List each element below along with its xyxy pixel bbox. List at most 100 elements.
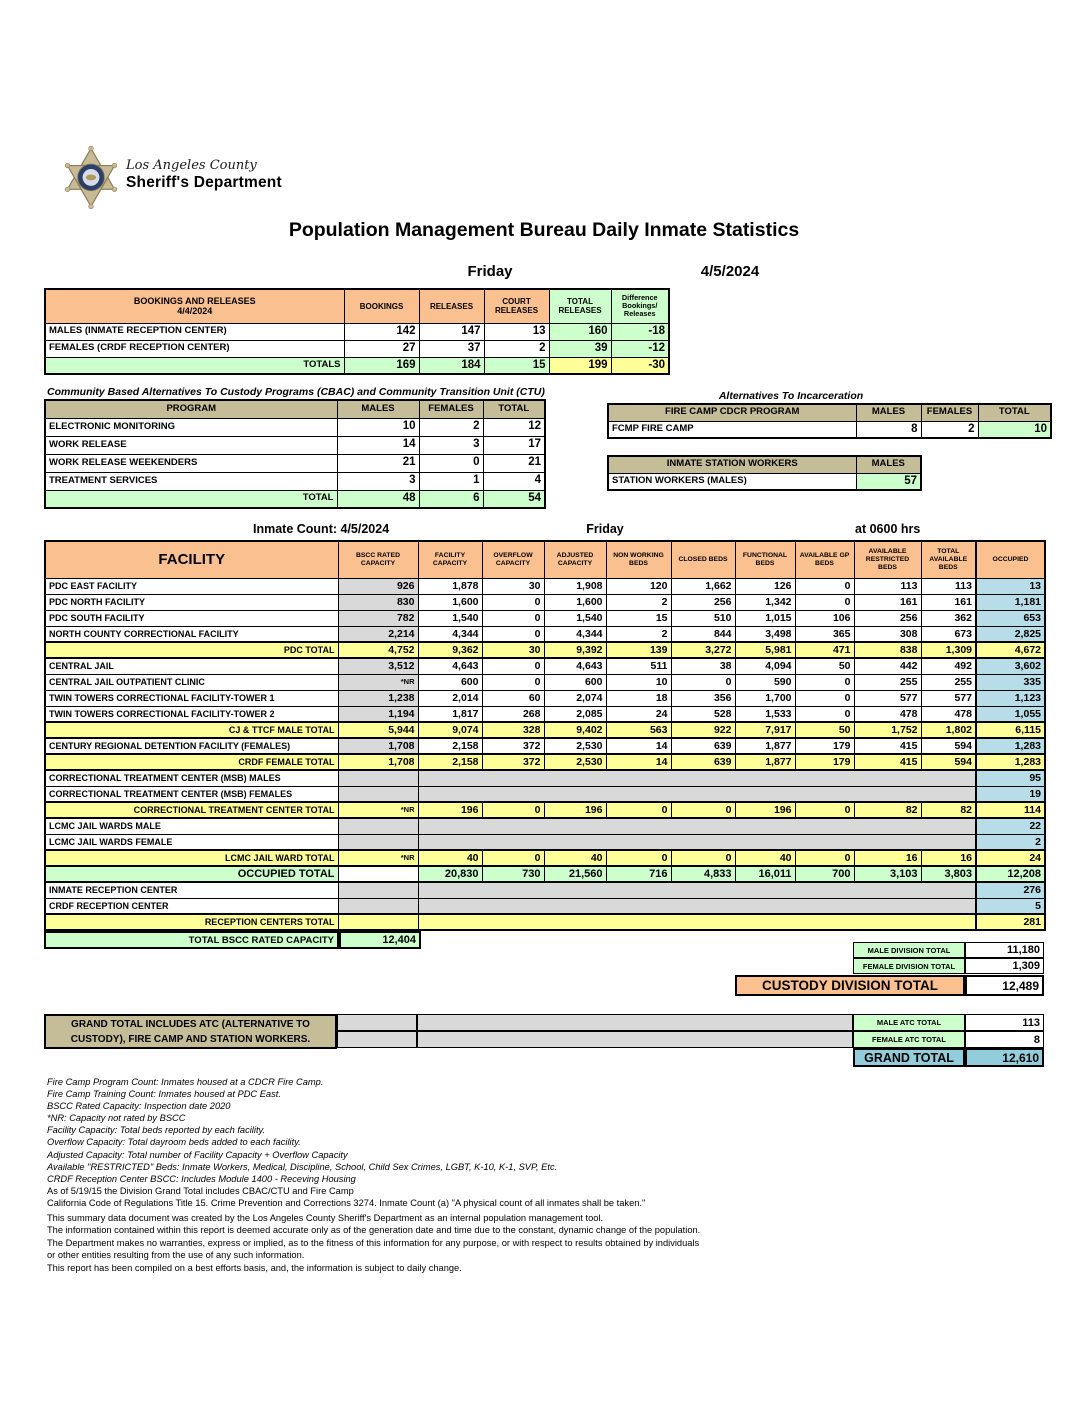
value-cell: 0 <box>481 801 545 819</box>
facility-row: LCMC JAIL WARDS MALE 22 <box>44 817 1046 835</box>
value-cell: 161 <box>920 593 977 611</box>
value-cell: 1,540 <box>417 609 483 627</box>
occupied-cell: 5 <box>975 897 1046 915</box>
value-cell: 37 <box>418 339 485 358</box>
value-cell: 113 <box>853 577 922 595</box>
value-cell: 600 <box>543 673 607 691</box>
bscc-cell <box>337 785 419 803</box>
value-cell: 362 <box>920 609 977 627</box>
bscc-cell: 830 <box>337 593 419 611</box>
value-cell: 21 <box>482 453 546 473</box>
lasd-logo <box>62 145 120 215</box>
facility-label: CENTRAL JAIL OUTPATIENT CLINIC <box>44 673 339 691</box>
col-total-available-beds: TOTAL AVAILABLE BEDS <box>920 540 977 579</box>
bookings-header-row: BOOKINGS AND RELEASES 4/4/2024 BOOKINGS … <box>44 288 670 324</box>
facility-row: PDC NORTH FACILITY 830 1,600 0 1,600 2 256 1,34… <box>44 593 1046 611</box>
value-cell: 14 <box>605 737 672 755</box>
filler-cell <box>417 1014 853 1031</box>
female-division-value: 1,309 <box>965 958 1044 974</box>
value-cell: 730 <box>481 865 545 883</box>
bscc-cell: 2,214 <box>337 625 419 643</box>
col-total: TOTAL <box>482 399 546 419</box>
value-cell: 0 <box>670 673 736 691</box>
value-cell: 0 <box>481 849 545 867</box>
value-cell: 577 <box>853 689 922 707</box>
bscc-cell <box>337 865 419 883</box>
totals-label: TOTALS <box>44 356 345 375</box>
facility-table: FACILITY BSCC RATED CAPACITY FACILITY CA… <box>44 540 1046 931</box>
col-females: FEMALES <box>920 403 979 422</box>
col-females: FEMALES <box>418 399 484 419</box>
merged-cell <box>417 897 977 915</box>
page-title: Population Management Bureau Daily Inmat… <box>288 219 800 241</box>
value-cell: 3,272 <box>670 641 736 659</box>
footnote-line: Available "RESTRICTED" Beds: Inmate Work… <box>47 1161 558 1172</box>
value-cell: 40 <box>543 849 607 867</box>
col-difference: Difference Bookings/ Releases <box>610 288 670 324</box>
value-cell: 308 <box>853 625 922 643</box>
facility-label: CORRECTIONAL TREATMENT CENTER (MSB) FEMA… <box>44 785 339 803</box>
value-cell: 492 <box>920 657 977 675</box>
value-cell: 184 <box>418 356 485 375</box>
sheriff-star-icon <box>64 145 118 210</box>
value-cell: 27 <box>343 339 420 358</box>
bscc-cell: 3,512 <box>337 657 419 675</box>
value-cell: 17 <box>482 435 546 455</box>
row-label: MALES (INMATE RECEPTION CENTER) <box>44 322 345 341</box>
value-cell: 48 <box>336 489 420 509</box>
total-bscc-value: 12,404 <box>339 931 421 949</box>
facility-row: CENTURY REGIONAL DETENTION FACILITY (FEM… <box>44 737 1046 755</box>
value-cell: 528 <box>670 705 736 723</box>
facility-row: PDC EAST FACILITY 926 1,878 30 1,908 120 1,662… <box>44 577 1046 595</box>
occupied-cell: 281 <box>975 913 1046 931</box>
merged-cell <box>417 769 977 787</box>
value-cell: 1,700 <box>734 689 796 707</box>
value-cell: 14 <box>605 753 672 771</box>
bookings-totals-row: TOTALS 169 184 15 199 -30 <box>44 356 670 375</box>
col-available-restricted-beds: AVAILABLE RESTRICTED BEDS <box>853 540 922 579</box>
value-cell: 15 <box>483 356 550 375</box>
col-court-releases: COURT RELEASES <box>483 288 550 324</box>
col-fire-camp: FIRE CAMP CDCR PROGRAM <box>607 403 857 422</box>
value-cell: 15 <box>605 609 672 627</box>
merged-cell <box>417 785 977 803</box>
bscc-cell: *NR <box>337 801 419 819</box>
value-cell: 844 <box>670 625 736 643</box>
grand-total-value: 12,610 <box>965 1048 1044 1067</box>
facility-label: LCMC JAIL WARDS FEMALE <box>44 833 339 851</box>
cbac-row: WORK RELEASE WEEKENDERS 21 0 21 <box>44 453 546 473</box>
male-atc-row: MALE ATC TOTAL 113 <box>337 1014 1044 1031</box>
value-cell: 1,540 <box>543 609 607 627</box>
facility-row: LCMC JAIL WARD TOTAL *NR 40 0 40 0 0 40 0 16 16 24 <box>44 849 1046 867</box>
value-cell: 4 <box>482 471 546 491</box>
value-cell: 179 <box>794 737 855 755</box>
occupied-cell: 1,283 <box>975 753 1046 771</box>
value-cell: 716 <box>605 865 672 883</box>
value-cell: 563 <box>605 721 672 739</box>
value-cell: 199 <box>548 356 612 375</box>
col-program: PROGRAM <box>44 399 338 419</box>
value-cell: 24 <box>605 705 672 723</box>
value-cell: 1,877 <box>734 737 796 755</box>
value-cell: 4,643 <box>417 657 483 675</box>
bscc-cell <box>337 881 419 899</box>
value-cell: 9,074 <box>417 721 483 739</box>
inmate-count-time: at 0600 hrs <box>855 522 921 536</box>
occupied-cell: 2 <box>975 833 1046 851</box>
facility-row: CRDF FEMALE TOTAL 1,708 2,158 372 2,530 14 639… <box>44 753 1046 771</box>
value-cell: 50 <box>794 657 855 675</box>
value-cell: 39 <box>548 339 612 358</box>
value-cell: -18 <box>610 322 670 341</box>
value-cell: 365 <box>794 625 855 643</box>
custody-division-value: 12,489 <box>965 975 1044 996</box>
occupied-cell: 2,825 <box>975 625 1046 643</box>
station-workers-row: STATION WORKERS (MALES) 57 <box>607 472 922 491</box>
grand-total-note: GRAND TOTAL INCLUDES ATC (ALTERNATIVE TO… <box>44 1014 337 1049</box>
row-label: ELECTRONIC MONITORING <box>44 417 338 437</box>
facility-row: OCCUPIED TOTAL 20,830 730 21,560 716 4,833 16,… <box>44 865 1046 883</box>
value-cell: 3,103 <box>853 865 922 883</box>
facility-label: CENTURY REGIONAL DETENTION FACILITY (FEM… <box>44 737 339 755</box>
value-cell: 82 <box>853 801 922 819</box>
value-cell: 106 <box>794 609 855 627</box>
